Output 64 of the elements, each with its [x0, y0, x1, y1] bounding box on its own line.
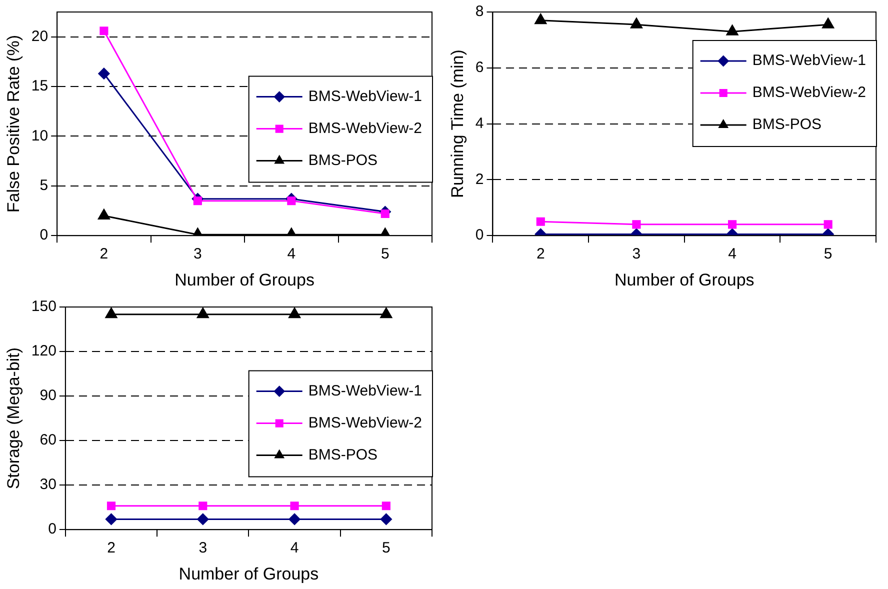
x-tick-label: 5 — [824, 246, 832, 263]
legend-label: BMS-WebView-1 — [308, 88, 422, 105]
y-axis-title: False Positive Rate (%) — [4, 34, 23, 213]
legend-label: BMS-WebView-2 — [308, 414, 422, 432]
point — [380, 209, 390, 218]
y-tick-label: 2 — [475, 170, 484, 188]
x-tick-label: 5 — [382, 540, 390, 557]
point — [198, 502, 208, 510]
y-tick-label: 0 — [475, 226, 484, 244]
y-axis-title: Storage (Mega-bit) — [4, 347, 23, 490]
point — [105, 308, 118, 318]
point — [380, 513, 392, 525]
y-tick-label: 5 — [40, 177, 48, 194]
point — [380, 308, 392, 318]
y-tick-label: 20 — [31, 28, 48, 45]
legend-label: BMS-POS — [752, 116, 822, 134]
y-axis-title: Running Time (min) — [448, 50, 467, 198]
y-tick-label: 60 — [40, 432, 56, 449]
x-tick-label: 4 — [290, 540, 299, 557]
legend-label: BMS-POS — [308, 446, 378, 464]
x-axis-title: Number of Groups — [614, 270, 754, 290]
y-tick-label: 120 — [31, 342, 56, 360]
point — [822, 18, 834, 28]
y-tick-label: 15 — [31, 78, 48, 95]
x-tick-label: 3 — [632, 246, 641, 263]
point — [290, 502, 299, 510]
legend-label: BMS-WebView-2 — [308, 120, 422, 137]
point — [287, 196, 296, 206]
legend-label: BMS-POS — [308, 152, 378, 169]
point — [106, 502, 116, 510]
legend-label: BMS-WebView-2 — [752, 84, 866, 102]
point — [197, 513, 209, 525]
point — [630, 18, 642, 28]
point — [382, 502, 390, 510]
y-tick-label: 0 — [40, 226, 48, 244]
y-tick-label: 0 — [48, 520, 56, 538]
point — [196, 308, 209, 318]
x-axis-title: Number of Groups — [178, 564, 319, 584]
x-tick-label: 2 — [536, 246, 545, 263]
point — [726, 24, 738, 36]
x-tick-label: 2 — [100, 246, 108, 263]
point — [288, 513, 300, 525]
point — [106, 513, 117, 525]
x-tick-label: 4 — [728, 246, 736, 263]
y-tick-label: 10 — [31, 127, 48, 144]
y-tick-label: 4 — [475, 114, 484, 132]
point — [98, 68, 110, 80]
x-tick-label: 2 — [107, 540, 116, 557]
x-axis-title: Number of Groups — [174, 270, 314, 290]
legend-label: BMS-WebView-1 — [752, 52, 866, 70]
point — [534, 14, 547, 24]
point — [288, 308, 300, 318]
point — [193, 196, 202, 206]
x-tick-label: 5 — [380, 246, 390, 263]
y-tick-label: 6 — [475, 59, 484, 76]
x-tick-label: 3 — [194, 246, 202, 263]
legend-label: BMS-WebView-1 — [308, 382, 422, 400]
y-tick-label: 30 — [40, 476, 56, 494]
x-tick-label: 4 — [287, 246, 296, 263]
y-tick-label: 90 — [40, 387, 56, 404]
y-tick-label: 150 — [31, 298, 56, 316]
x-tick-label: 3 — [198, 540, 208, 557]
y-tick-label: 8 — [475, 3, 484, 20]
point — [100, 26, 108, 36]
